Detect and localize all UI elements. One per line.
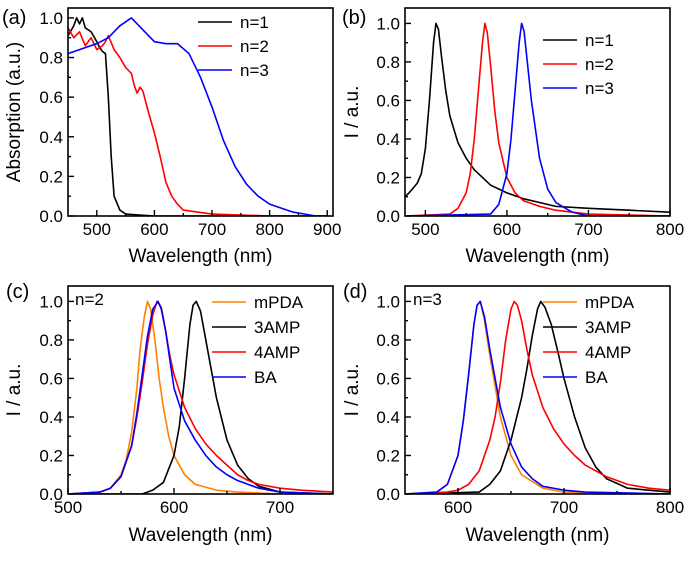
y-tick-label: 1.0: [376, 292, 400, 311]
panel-annotation: n=2: [75, 290, 104, 309]
legend-label: n=2: [240, 37, 269, 56]
series-line-4amp: [405, 300, 670, 494]
panel-label: (d): [343, 281, 367, 303]
series-line-n-3: [68, 17, 328, 216]
series-line-3amp: [405, 300, 670, 494]
legend-label: mPDA: [585, 293, 635, 312]
legend: mPDA 3AMP 4AMP BA: [543, 293, 635, 387]
x-axis-title: Wavelength (nm): [466, 525, 610, 546]
series-line-ba: [405, 300, 670, 494]
series-line-ba: [68, 300, 333, 494]
y-axis-title: Absorption (a.u.): [4, 42, 25, 182]
x-tick-label: 900: [313, 220, 341, 239]
x-axis-title: Wavelength (nm): [466, 246, 610, 267]
y-tick-label: 0.4: [39, 408, 63, 427]
legend-label: BA: [254, 368, 277, 387]
series-line-n-1: [405, 22, 670, 213]
panel-label: (b): [342, 7, 366, 29]
series-line-n-2: [405, 22, 670, 216]
y-tick-label: 0.6: [39, 88, 63, 107]
y-tick-label: 0.4: [376, 130, 400, 149]
legend: mPDA 3AMP 4AMP BA: [212, 293, 304, 387]
legend-label: 4AMP: [585, 343, 631, 362]
legend-label: n=3: [585, 79, 614, 98]
y-tick-label: 0.4: [376, 408, 400, 427]
x-tick-label: 600: [493, 220, 521, 239]
x-tick-label: 500: [411, 220, 439, 239]
y-tick-label: 0.6: [376, 91, 400, 110]
y-tick-label: 0.8: [376, 331, 400, 350]
legend-label: BA: [585, 368, 608, 387]
legend-label: n=1: [585, 31, 614, 50]
x-tick-label: 800: [656, 498, 684, 517]
x-tick-label: 800: [656, 220, 684, 239]
axes-frame: [67, 285, 334, 495]
x-tick-label: 500: [54, 498, 82, 517]
panel-3: 600 700 800 0.0 0.2 0.4 0.6 0.8 1.0 Wavelength (n…: [342, 281, 684, 546]
y-tick-label: 0.0: [39, 485, 63, 504]
x-tick-label: 600: [444, 498, 472, 517]
x-tick-label: 700: [574, 220, 602, 239]
x-tick-label: 600: [160, 498, 188, 517]
x-axis-title: Wavelength (nm): [129, 246, 273, 267]
series-line-n-3: [405, 22, 670, 216]
y-tick-label: 0.8: [39, 49, 63, 68]
legend: n=1 n=2 n=3: [543, 31, 614, 98]
legend-label: mPDA: [254, 293, 304, 312]
axes-frame: [404, 285, 671, 495]
y-tick-label: 1.0: [39, 9, 63, 28]
x-tick-label: 700: [550, 498, 578, 517]
legend-label: 3AMP: [254, 318, 300, 337]
legend: n=1 n=2 n=3: [198, 13, 269, 80]
y-tick-label: 1.0: [376, 14, 400, 33]
y-axis-title: I / a.u.: [342, 364, 363, 417]
series-line-3amp: [68, 300, 333, 494]
x-tick-label: 500: [83, 220, 111, 239]
y-tick-label: 0.0: [376, 207, 400, 226]
y-tick-label: 0.8: [376, 53, 400, 72]
panel-annotation: n=3: [413, 290, 442, 309]
series-line-n-1: [68, 17, 328, 216]
y-axis-title: I / a.u.: [342, 86, 363, 139]
legend-label: 3AMP: [585, 318, 631, 337]
x-tick-label: 800: [255, 220, 283, 239]
legend-label: n=3: [240, 61, 269, 80]
panel-label: (a): [2, 7, 26, 29]
y-tick-label: 0.0: [376, 485, 400, 504]
legend-label: n=1: [240, 13, 269, 32]
legend-label: n=2: [585, 55, 614, 74]
y-tick-label: 0.6: [376, 369, 400, 388]
y-tick-label: 0.2: [39, 446, 63, 465]
panel-0: 500 600 700 800 900 0.0 0.2 0.4 0.6 0.8 1.0 Wavelen…: [2, 7, 341, 267]
y-tick-label: 0.0: [39, 207, 63, 226]
y-tick-label: 0.2: [39, 167, 63, 186]
x-axis-title: Wavelength (nm): [129, 525, 273, 546]
panel-1: 500 600 700 800 0.0 0.2 0.4 0.6 0.8 1.0 Wavelength…: [342, 7, 684, 267]
panel-2: 500 600 700 0.0 0.2 0.4 0.6 0.8 1.0 Wavelength (n…: [4, 281, 334, 546]
y-tick-label: 1.0: [39, 292, 63, 311]
y-tick-label: 0.2: [376, 168, 400, 187]
series-line-n-2: [68, 27, 328, 216]
y-axis-title: I / a.u.: [4, 364, 25, 417]
y-tick-label: 0.6: [39, 369, 63, 388]
axes-frame: [67, 7, 334, 217]
x-tick-label: 700: [198, 220, 226, 239]
x-tick-label: 700: [266, 498, 294, 517]
x-tick-label: 600: [140, 220, 168, 239]
panel-label: (c): [6, 281, 29, 303]
y-tick-label: 0.8: [39, 331, 63, 350]
y-tick-label: 0.2: [376, 446, 400, 465]
axes-frame: [404, 7, 671, 217]
legend-label: 4AMP: [254, 343, 300, 362]
y-tick-label: 0.4: [39, 128, 63, 147]
